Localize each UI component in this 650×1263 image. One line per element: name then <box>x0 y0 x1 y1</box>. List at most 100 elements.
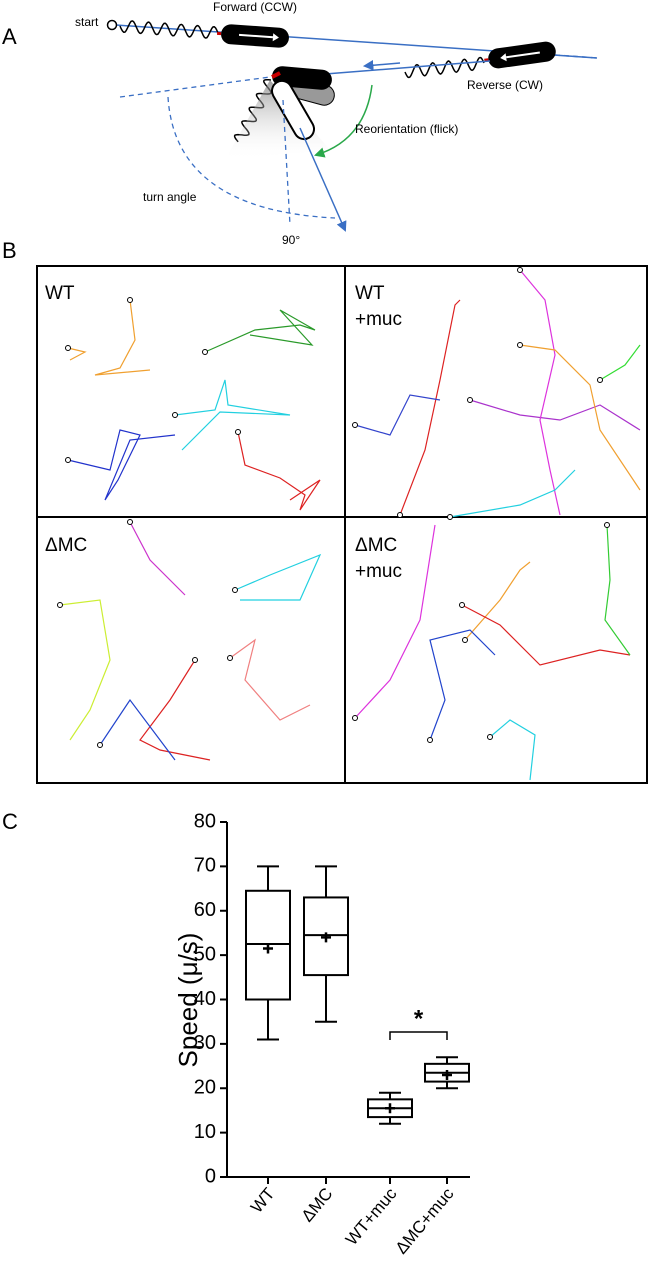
track-start <box>604 522 610 528</box>
track-start <box>202 349 208 355</box>
trajectory <box>519 344 641 491</box>
y-tick-label: 0 <box>205 1165 216 1187</box>
forward-label: Forward (CCW) <box>213 0 297 14</box>
panel-c: C Speed (μ/s) 0 10 20 30 40 50 60 70 80 WT ΔMC WT+m… <box>2 809 470 1258</box>
quadrant-label: WT <box>45 283 75 304</box>
mean <box>385 1103 395 1114</box>
turn-angle-label: turn angle <box>143 190 197 204</box>
y-tick-label: 20 <box>194 1077 216 1099</box>
track-start <box>97 742 103 748</box>
trajectory <box>139 659 211 761</box>
track-start <box>447 514 453 520</box>
trajectory <box>237 431 321 511</box>
track-start <box>597 377 603 383</box>
trajectory <box>599 344 641 381</box>
flagellum <box>119 20 219 39</box>
y-tick-label: 30 <box>194 1032 216 1054</box>
panel-label: A <box>2 24 17 49</box>
arrow <box>362 60 401 71</box>
track-start <box>192 657 198 663</box>
flagellum <box>404 56 485 79</box>
track-start <box>232 587 238 593</box>
trajectory <box>229 638 311 721</box>
quadrant-label: +muc <box>355 561 402 582</box>
panel-label: B <box>2 238 17 263</box>
trajectory <box>234 553 322 601</box>
x-tick-label: ΔMC <box>298 1184 337 1225</box>
track-start <box>487 734 493 740</box>
mean <box>263 943 273 954</box>
track-start <box>172 412 178 418</box>
extension <box>554 54 598 59</box>
significance-bracket <box>389 1031 448 1040</box>
track-start <box>127 297 133 303</box>
y-tick-label: 50 <box>194 943 216 965</box>
trajectory <box>464 561 531 641</box>
trajectory <box>67 429 176 501</box>
x-tick-label: WT+muc <box>342 1184 401 1249</box>
start-label: start <box>75 15 99 29</box>
reverse-label: Reverse (CW) <box>467 78 543 92</box>
y-tick-label: 70 <box>194 855 216 877</box>
forward-cell <box>216 24 289 48</box>
panel-b: B WT WT +muc ΔMC ΔMC +muc <box>2 238 648 784</box>
trajectory <box>519 269 561 516</box>
quadrant-label: ΔMC <box>45 535 87 556</box>
significance-label: * <box>414 1005 424 1032</box>
panel-label: C <box>2 809 18 834</box>
track-start <box>462 637 468 643</box>
track-start <box>517 267 523 273</box>
new-path <box>299 127 347 232</box>
track-start <box>65 345 71 351</box>
turn-arc <box>167 96 336 219</box>
white-cell <box>271 79 315 141</box>
flick-arrow <box>313 84 373 158</box>
trajectory <box>449 469 576 518</box>
track-start <box>397 512 403 518</box>
trajectory <box>67 347 87 361</box>
track-start <box>352 422 358 428</box>
trajectory <box>174 379 291 451</box>
dashed-reference <box>282 99 291 226</box>
track-start <box>57 602 63 608</box>
y-tick-label: 40 <box>194 988 216 1010</box>
trajectory <box>489 719 536 781</box>
trajectory <box>354 524 436 719</box>
dashed-reference <box>119 76 271 98</box>
track-start <box>227 655 233 661</box>
reverse-cell <box>484 41 556 69</box>
track-start <box>127 519 133 525</box>
panel-a: A Forward (CCW) start Reverse (CW) <box>2 0 598 247</box>
quadrant-label: WT <box>355 283 385 304</box>
trajectory <box>59 599 111 741</box>
trajectory <box>604 524 631 656</box>
trajectory <box>399 299 461 516</box>
track-start <box>459 602 465 608</box>
track-start <box>352 715 358 721</box>
track-start <box>235 429 241 435</box>
trajectory <box>204 309 316 353</box>
y-tick-label: 80 <box>194 810 216 832</box>
start-point <box>106 19 118 31</box>
quadrant-label: ΔMC <box>355 535 397 556</box>
x-tick-label: WT <box>247 1184 279 1216</box>
return-path <box>299 60 491 77</box>
angle-label: 90° <box>282 233 300 247</box>
mean <box>442 1069 452 1080</box>
trajectory <box>99 698 176 761</box>
quadrant-label: +muc <box>355 309 402 330</box>
track-start <box>517 342 523 348</box>
trajectory <box>429 629 496 741</box>
reorientation-label: Reorientation (flick) <box>355 122 458 136</box>
y-tick-label: 60 <box>194 899 216 921</box>
trajectory <box>129 521 186 596</box>
frame <box>36 265 648 784</box>
track-start <box>467 397 473 403</box>
mean <box>321 932 331 943</box>
y-tick-label: 10 <box>194 1121 216 1143</box>
trajectory <box>461 604 631 666</box>
trajectory <box>469 399 641 431</box>
track-start <box>427 737 433 743</box>
trajectories <box>57 267 641 781</box>
